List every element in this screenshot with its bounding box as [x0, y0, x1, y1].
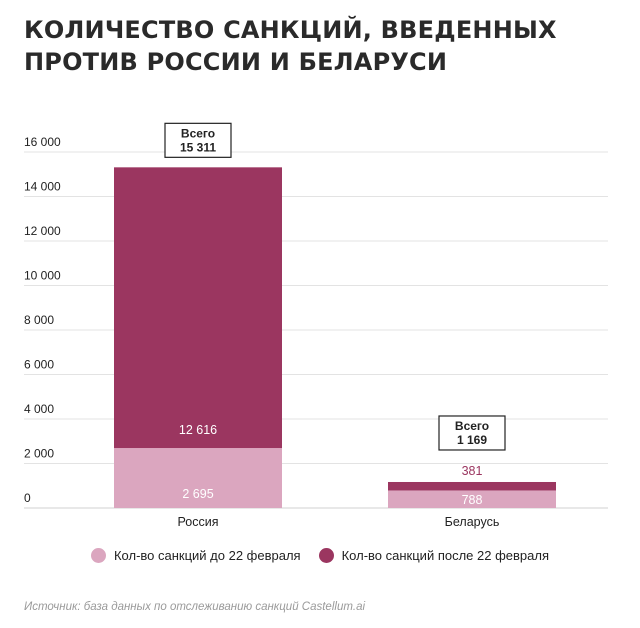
- total-box: [164, 122, 232, 158]
- y-tick-label: 10 000: [24, 269, 61, 283]
- bar-segment: [388, 490, 556, 508]
- total-prefix-label: Всего: [455, 419, 489, 433]
- y-tick-label: 2 000: [24, 447, 54, 461]
- chart-title-line-1: КОЛИЧЕСТВО САНКЦИЙ, ВВЕДЕННЫХ: [24, 16, 557, 44]
- y-axis-tick-labels: 0 2 000 4 000 6 000 8 000 10 000 12 000 14 000 1…: [24, 135, 61, 505]
- legend-item-after: Кол-во санкций после 22 февраля: [318, 548, 550, 563]
- source-note: Источник: база данных по отслеживанию са…: [24, 601, 366, 613]
- y-tick-label: 4 000: [24, 402, 54, 416]
- grid-lines: [24, 151, 608, 509]
- bar-value-label: 381: [462, 464, 483, 478]
- total-box: [438, 415, 506, 451]
- legend-item-before: Кол-во санкций до 22 февраля: [90, 548, 301, 563]
- chart-title-line-2: ПРОТИВ РОССИИ И БЕЛАРУСИ: [24, 48, 448, 76]
- legend: Кол-во санкций до 22 февраля Кол-во санк…: [0, 548, 640, 563]
- x-tick-label: Беларусь: [445, 515, 500, 529]
- legend-swatch-before: [90, 548, 106, 563]
- bar-segment: [388, 481, 556, 491]
- total-value-label: 1 169: [457, 433, 487, 447]
- y-tick-label: 0: [24, 491, 31, 505]
- x-tick-label: Россия: [178, 515, 219, 529]
- total-prefix-label: Всего: [181, 126, 215, 140]
- bar-value-label: 12 616: [179, 423, 217, 437]
- legend-label-before: Кол-во санкций до 22 февраля: [113, 548, 301, 563]
- y-tick-label: 14 000: [24, 180, 61, 194]
- x-axis-tick-labels: Россия Беларусь: [178, 515, 500, 529]
- bar-segment: [114, 448, 282, 508]
- bar-value-label: 788: [462, 493, 483, 507]
- y-tick-label: 12 000: [24, 224, 61, 238]
- legend-label-after: Кол-во санкций после 22 февраля: [341, 548, 550, 563]
- stacked-bar-chart: 0 2 000 4 000 6 000 8 000 10 000 12 000 14 000 1…: [24, 122, 608, 529]
- y-tick-label: 8 000: [24, 313, 54, 327]
- legend-swatch-after: [318, 548, 334, 563]
- y-tick-label: 16 000: [24, 135, 61, 149]
- chart-title: КОЛИЧЕСТВО САНКЦИЙ, ВВЕДЕННЫХ ПРОТИВ РОС…: [24, 14, 624, 78]
- bar-segment: [114, 167, 282, 449]
- total-value-label: 15 311: [180, 140, 216, 154]
- bar-value-label: 2 695: [182, 487, 213, 501]
- y-tick-label: 6 000: [24, 358, 54, 372]
